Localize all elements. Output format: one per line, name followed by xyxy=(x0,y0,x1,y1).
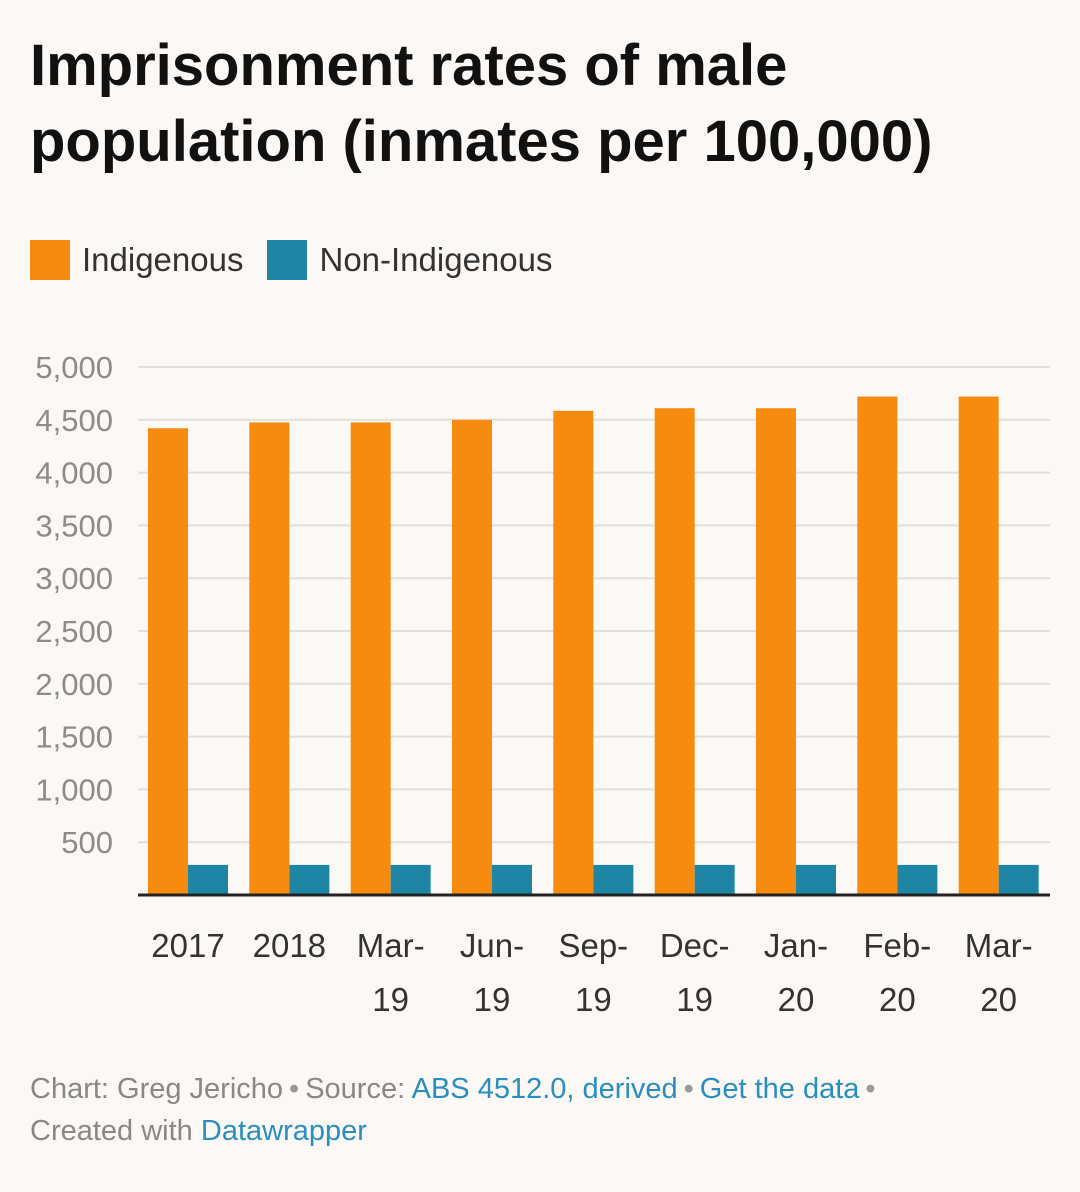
x-tick-label: 19 xyxy=(474,981,511,1018)
footer-separator: • xyxy=(683,1073,694,1105)
x-tick-label: 2017 xyxy=(151,927,224,964)
bar-indigenous xyxy=(958,396,999,895)
chart-title: Imprisonment rates of male population (i… xyxy=(30,33,933,174)
footer-chart-credit: Chart: Greg Jericho xyxy=(30,1073,284,1105)
x-tick-label: 19 xyxy=(676,981,713,1018)
y-tick-label: 1,500 xyxy=(35,720,113,755)
footer-separator: • xyxy=(865,1073,876,1105)
bar-non-indigenous xyxy=(694,864,735,895)
x-tick-label: Feb- xyxy=(863,927,931,964)
x-tick-label: 20 xyxy=(879,981,916,1018)
bar-non-indigenous xyxy=(188,864,228,895)
footer-created-label: Created with xyxy=(30,1115,193,1147)
legend: Indigenous Non-Indigenous xyxy=(30,238,576,282)
legend-label-non-indigenous: Non-Indigenous xyxy=(319,241,553,278)
x-tick-label: Sep- xyxy=(558,927,628,964)
legend-item-non-indigenous: Non-Indigenous xyxy=(267,240,552,280)
y-tick-label: 1,000 xyxy=(35,772,113,807)
bar-indigenous xyxy=(452,419,492,895)
bar-non-indigenous xyxy=(492,864,532,895)
x-tick-label: 19 xyxy=(372,981,409,1018)
bar-indigenous xyxy=(350,422,391,895)
x-tick-label: 20 xyxy=(980,981,1017,1018)
bar-indigenous xyxy=(249,422,290,895)
y-tick-label: 3,000 xyxy=(35,561,113,596)
footer-datawrapper-link[interactable]: Datawrapper xyxy=(200,1115,367,1147)
x-tick-label: Jun- xyxy=(460,927,524,964)
bar-non-indigenous xyxy=(289,864,330,895)
bar-chart: 500 1,000 1,500 2,000 2,500 3,000 3,500 4,000 4,… xyxy=(35,350,1050,1018)
x-tick-label: Dec- xyxy=(660,927,730,964)
footer-source-link[interactable]: ABS 4512.0, derived xyxy=(411,1073,678,1105)
bar-indigenous xyxy=(148,428,188,895)
bar-non-indigenous xyxy=(796,864,836,895)
bar-non-indigenous xyxy=(897,864,938,895)
bar-non-indigenous xyxy=(998,864,1039,895)
x-tick-label: 19 xyxy=(575,981,612,1018)
x-tick-label: 20 xyxy=(778,981,815,1018)
legend-swatch-indigenous xyxy=(30,240,70,280)
footer-separator: • xyxy=(289,1073,300,1105)
chart-footer: Chart: Greg Jericho • Source: ABS 4512.0, … xyxy=(30,1068,1050,1152)
bar-non-indigenous xyxy=(593,864,634,895)
legend-item-indigenous: Indigenous xyxy=(30,240,243,280)
y-tick-label: 4,000 xyxy=(35,456,113,491)
y-tick-label: 500 xyxy=(61,825,113,860)
legend-label-indigenous: Indigenous xyxy=(82,241,244,278)
bar-indigenous xyxy=(553,410,594,895)
x-tick-label: 2018 xyxy=(253,927,326,964)
bar-indigenous xyxy=(654,408,695,895)
y-tick-label: 2,500 xyxy=(35,614,113,649)
x-tick-label: Mar- xyxy=(357,927,425,964)
x-tick-label: Jan- xyxy=(764,927,828,964)
y-tick-label: 5,000 xyxy=(35,350,113,385)
footer-get-data-link[interactable]: Get the data xyxy=(699,1073,860,1105)
y-tick-label: 4,500 xyxy=(35,403,113,438)
y-tick-label: 2,000 xyxy=(35,667,113,702)
footer-source-label: Source: xyxy=(305,1073,406,1105)
bar-indigenous xyxy=(857,396,898,895)
legend-swatch-non-indigenous xyxy=(267,240,308,280)
y-tick-label: 3,500 xyxy=(35,508,113,543)
bar-indigenous xyxy=(756,408,796,895)
x-tick-label: Mar- xyxy=(965,927,1033,964)
bar-non-indigenous xyxy=(390,864,431,895)
